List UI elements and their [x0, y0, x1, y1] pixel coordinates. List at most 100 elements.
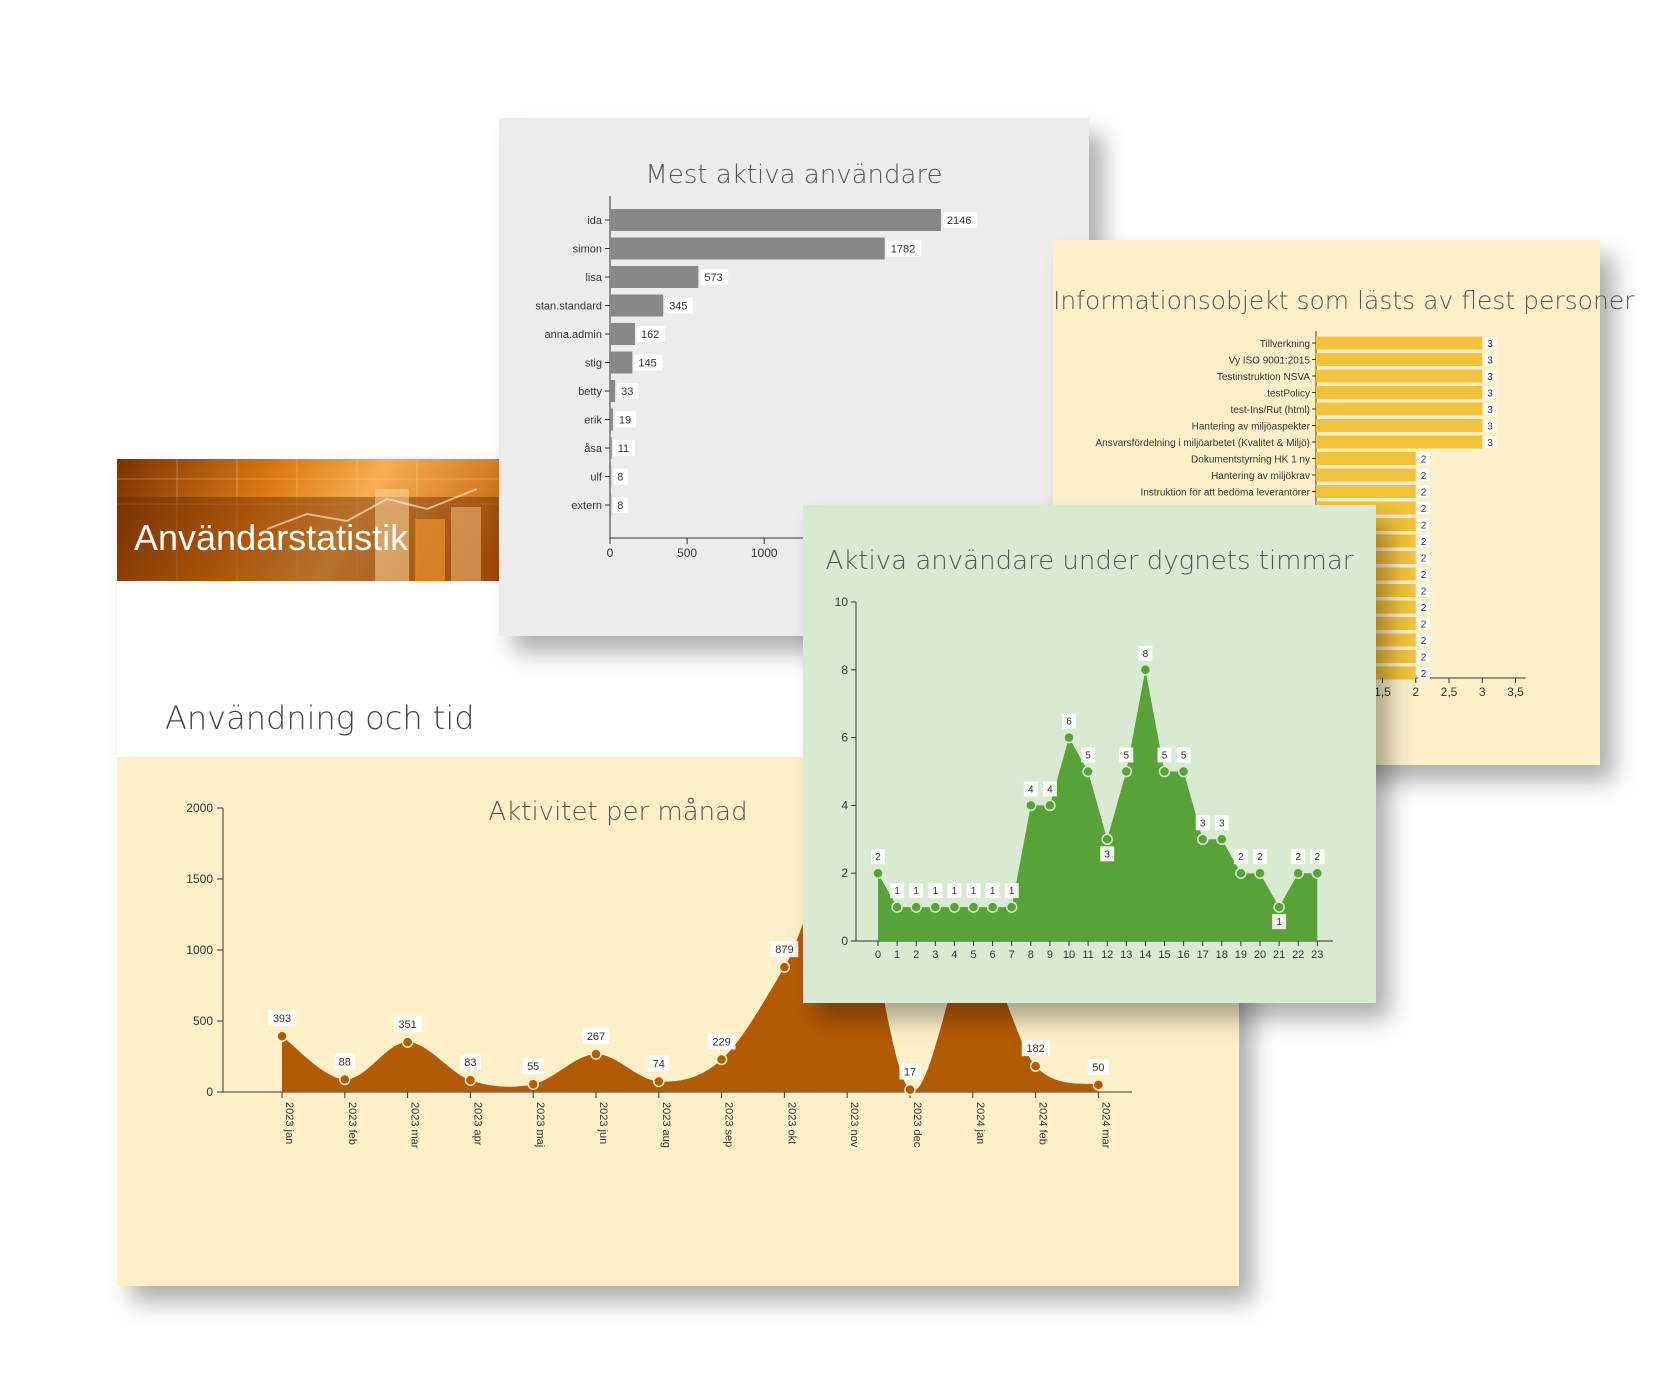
data-label-bg	[334, 1053, 356, 1070]
user-label: betty	[578, 386, 602, 398]
info-objects-title: Informationsobjekt som lästs av flest pe…	[1053, 286, 1635, 315]
data-label: 1	[952, 886, 958, 897]
data-label-bg	[966, 883, 981, 899]
info-label: Ansvarsfördelning i miljöarbetet (Kvalit…	[1095, 438, 1310, 449]
user-bar	[610, 266, 699, 288]
data-label: 182	[1026, 1043, 1044, 1055]
data-point	[1311, 867, 1324, 879]
x-tick-label: 18	[1216, 949, 1228, 961]
info-bar	[1316, 353, 1483, 366]
data-label-bg	[522, 1058, 544, 1075]
data-point	[339, 1073, 351, 1086]
data-label: 2	[1238, 852, 1244, 863]
value-label: 3	[1487, 339, 1493, 350]
data-label: 229	[712, 1036, 730, 1048]
value-label-bg	[1417, 667, 1430, 679]
value-label: 2146	[947, 215, 971, 227]
x-tick-label: 2023 nov	[848, 1102, 860, 1148]
value-label-bg	[1484, 436, 1497, 448]
data-label-bg	[871, 849, 885, 865]
value-label-bg	[1417, 469, 1430, 481]
data-point	[1044, 799, 1056, 812]
y-tick-label: 0	[206, 1085, 213, 1099]
value-label: 573	[704, 272, 722, 284]
x-tick-label: 2	[1412, 685, 1419, 699]
data-label: 50	[1092, 1062, 1104, 1074]
data-label-bg	[707, 1033, 736, 1050]
value-label-bg	[1484, 386, 1497, 399]
data-label: 74	[653, 1058, 665, 1070]
data-label: 1	[894, 886, 900, 897]
data-label: 83	[464, 1057, 476, 1069]
value-label-bg	[1484, 403, 1497, 415]
user-bar	[610, 408, 613, 431]
value-label: 3	[1487, 422, 1493, 433]
x-tick-label: 2024 mar	[1099, 1102, 1111, 1149]
x-tick-label: 2024 feb	[1037, 1102, 1049, 1145]
value-label-bg	[942, 212, 978, 228]
data-label: 1	[1009, 886, 1015, 897]
value-label: 2	[1421, 488, 1427, 499]
value-label: 2	[1421, 669, 1427, 680]
y-tick-label: 8	[841, 663, 848, 677]
x-tick-label: 9	[1047, 949, 1053, 961]
data-label-bg	[268, 1010, 296, 1027]
data-point	[401, 1036, 414, 1048]
info-bar	[1316, 386, 1483, 399]
data-label-bg	[1119, 747, 1134, 763]
data-point	[904, 1083, 916, 1096]
value-label: 2	[1421, 537, 1427, 548]
hours-chart: 0246810021121314151617184941061151231351…	[835, 595, 1333, 961]
value-label-bg	[617, 383, 639, 399]
data-label-bg	[1081, 747, 1096, 763]
user-bar	[610, 380, 616, 402]
value-label: 33	[621, 386, 633, 398]
value-label-bg	[613, 497, 628, 513]
value-label: 3	[1487, 389, 1493, 400]
value-label-bg	[613, 440, 635, 456]
info-label: Hantering av miljökrav	[1211, 471, 1310, 482]
value-label: 2	[1421, 620, 1427, 631]
data-point	[1120, 765, 1133, 778]
x-tick-label: 500	[677, 546, 697, 560]
value-label: 1782	[891, 244, 915, 256]
value-label: 8	[617, 472, 623, 484]
data-point	[986, 901, 999, 913]
value-label-bg	[1417, 634, 1430, 646]
x-tick-label: 1,5	[1374, 685, 1391, 699]
info-label: Tillverkning	[1260, 339, 1310, 350]
data-point	[1235, 867, 1247, 879]
data-label: 5	[1124, 751, 1130, 762]
data-label-bg	[1176, 747, 1191, 763]
value-label-bg	[614, 411, 637, 428]
data-label: 1	[990, 886, 996, 897]
banner: Användarstatistik	[117, 459, 499, 581]
data-label-bg	[1087, 1058, 1109, 1075]
user-label: ida	[587, 215, 603, 227]
x-tick-label: 14	[1139, 949, 1151, 961]
value-label-bg	[1417, 650, 1430, 663]
value-label: 3	[1487, 372, 1493, 383]
data-label: 8	[1143, 649, 1149, 660]
data-point	[1177, 765, 1190, 778]
data-label: 4	[1047, 784, 1053, 795]
data-point	[590, 1048, 602, 1060]
data-label-bg	[393, 1016, 422, 1033]
data-point	[948, 901, 961, 913]
data-label-bg	[1100, 846, 1115, 862]
y-tick-label: 10	[835, 595, 849, 609]
data-label-bg	[909, 883, 924, 899]
value-label-bg	[1417, 535, 1430, 547]
x-tick-label: 2023 sep	[723, 1102, 735, 1147]
y-tick-label: 6	[841, 731, 848, 745]
data-point	[967, 901, 980, 913]
data-label-bg	[1310, 849, 1325, 865]
user-label: stan.standard	[535, 301, 602, 313]
data-label-bg	[1233, 849, 1248, 865]
info-bar	[1316, 336, 1483, 350]
x-tick-label: 2023 mar	[409, 1102, 421, 1149]
value-label-bg	[1484, 370, 1497, 382]
data-label: 17	[904, 1067, 916, 1079]
x-tick-label: 19	[1235, 949, 1247, 961]
active-users-panel: Mest aktiva användare ida 2146 simon 1782 li…	[499, 118, 1089, 636]
